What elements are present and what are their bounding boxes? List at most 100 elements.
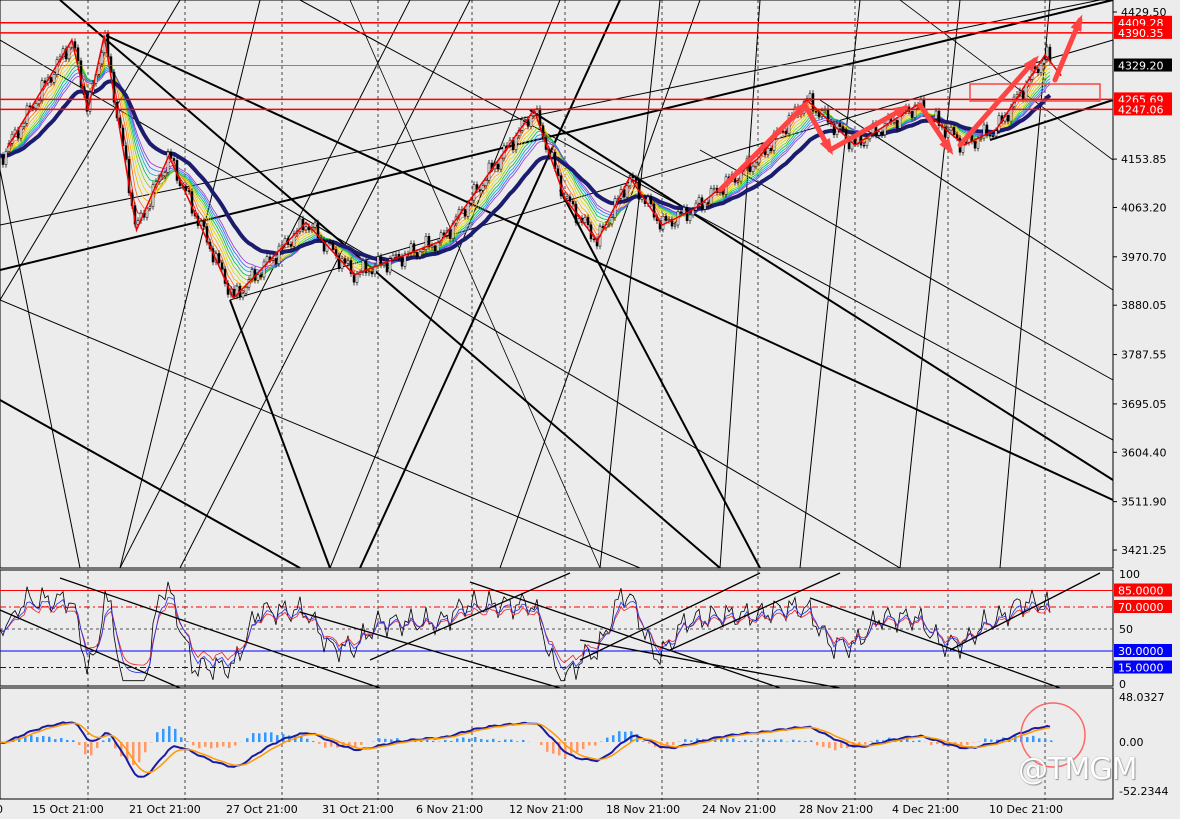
macd-histogram-bar [660, 742, 663, 750]
macd-histogram-bar [342, 742, 345, 748]
candle-body [661, 215, 665, 230]
trend-line [0, 0, 181, 301]
candle-body [937, 110, 941, 126]
macd-histogram-bar [162, 728, 165, 743]
macd-histogram-bar [750, 740, 753, 743]
arrow-head-icon [939, 138, 954, 155]
candle-body [832, 123, 836, 136]
price-tick-label: 3787.55 [1121, 349, 1167, 362]
macd-histogram-bar [810, 740, 813, 743]
macd-histogram-bar [384, 738, 387, 743]
candle-body [400, 256, 404, 267]
candle-body [343, 258, 347, 264]
macd-histogram-bar [90, 742, 93, 756]
macd-histogram-bar [216, 742, 219, 748]
time-tick-label: 10 Dec 21:00 [989, 803, 1063, 816]
candle-body [298, 218, 302, 232]
candle-body [838, 123, 842, 127]
candle-body [166, 151, 170, 173]
main-panel [0, 0, 1114, 569]
macd-histogram-bar [720, 739, 723, 743]
candle-body [814, 110, 818, 113]
candle-body [679, 211, 683, 214]
price-tick-label: 3604.40 [1121, 446, 1167, 459]
trend-line [0, 169, 81, 569]
candle-body [349, 260, 353, 274]
candle-body [352, 273, 356, 283]
candle-body [706, 202, 710, 205]
annotation-arrow [957, 57, 1038, 148]
candle-body [784, 130, 788, 134]
rsi-level-tag [1114, 600, 1172, 613]
macd-histogram-bar [870, 741, 873, 743]
trend-line [119, 0, 411, 569]
macd-histogram-bar [570, 742, 573, 754]
macd-histogram-bar [606, 737, 609, 743]
candle-body [1021, 90, 1025, 100]
macd-histogram-bar [522, 739, 525, 743]
macd-tick-label: -52.2344 [1119, 785, 1168, 798]
trend-line [0, 0, 1114, 271]
price-level-tag [1114, 92, 1172, 106]
candle-body [265, 256, 269, 263]
candle-body [277, 245, 281, 265]
candle-body [73, 41, 77, 48]
macd-histogram-bar [798, 740, 801, 743]
macd-histogram-bar [996, 739, 999, 743]
macd-histogram-bar [180, 737, 183, 743]
time-tick-label: 24 Nov 21:00 [702, 803, 776, 816]
candle-body [436, 242, 440, 252]
time-tick-label: 27 Oct 21:00 [226, 803, 298, 816]
annotation-arrow [717, 102, 808, 193]
rsi-trend-line [949, 572, 1101, 651]
macd-histogram-bar [594, 742, 597, 746]
candle-body [217, 253, 221, 264]
candle-body [403, 253, 407, 267]
candle-body [721, 191, 725, 195]
candle-body [634, 177, 638, 181]
candle-body [328, 241, 332, 244]
macd-histogram-bar [900, 739, 903, 743]
macd-histogram-bar [618, 731, 621, 743]
macd-histogram-bar [444, 740, 447, 743]
macd-histogram-bar [792, 739, 795, 743]
rsi-level-tag [1114, 644, 1172, 657]
rsi-line [0, 602, 1051, 666]
candle-body [766, 148, 770, 155]
price-level-tag [1114, 15, 1172, 29]
candle-body [262, 261, 266, 278]
candle-body [76, 47, 80, 62]
rsi-trend-line [579, 572, 761, 661]
candle-body [484, 180, 488, 187]
trend-line [299, 0, 1114, 441]
rsi-trend-line [59, 577, 381, 689]
arrow-head-icon [1023, 55, 1039, 72]
rsi-trend-line [579, 639, 841, 689]
price-level-tag [1114, 58, 1172, 72]
candle-body [910, 111, 914, 118]
trend-line [719, 0, 761, 569]
macd-histogram-bar [696, 738, 699, 743]
candle-body [946, 129, 950, 138]
candle-body [481, 185, 485, 191]
candle-body [466, 202, 470, 217]
candle-body [577, 218, 581, 223]
macd-histogram-bar [432, 740, 435, 743]
macd-histogram-bar [774, 739, 777, 743]
macd-histogram-bar [918, 740, 921, 743]
macd-histogram-bar [726, 738, 729, 743]
macd-histogram-bar [30, 735, 33, 743]
candle-body [430, 245, 434, 248]
macd-histogram-bar [576, 742, 579, 753]
macd-histogram-bar [450, 740, 453, 743]
candle-body [364, 260, 368, 274]
candle-body [991, 135, 995, 138]
macd-histogram-bar [264, 732, 267, 743]
time-tick-label: 21 Oct 21:00 [129, 803, 201, 816]
macd-histogram-bar [732, 738, 735, 743]
candle-body [673, 224, 677, 227]
macd-histogram-bar [78, 742, 81, 746]
macd-histogram-bar [930, 742, 933, 745]
